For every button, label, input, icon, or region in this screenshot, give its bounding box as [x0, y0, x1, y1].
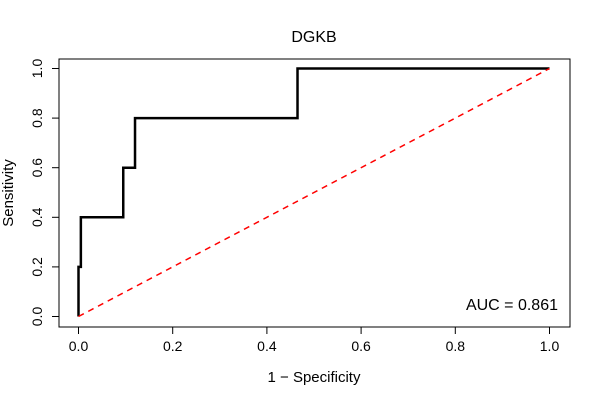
y-axis-title: Sensitivity: [0, 159, 17, 227]
x-tick-label: 0.6: [351, 338, 371, 354]
y-tick-label: 0.8: [29, 108, 45, 128]
y-tick-label: 0.2: [29, 257, 45, 277]
x-tick-label: 1.0: [540, 338, 560, 354]
chart-title: DGKB: [291, 29, 336, 46]
x-axis-title: 1 − Specificity: [268, 369, 361, 386]
auc-annotation: AUC = 0.861: [466, 297, 558, 314]
y-tick-label: 1.0: [29, 59, 45, 79]
y-tick-label: 0.6: [29, 158, 45, 178]
y-tick-label: 0.0: [29, 307, 45, 327]
x-tick-label: 0.2: [163, 338, 183, 354]
x-tick-label: 0.0: [69, 338, 89, 354]
x-axis: 0.0 0.2 0.4 0.6 0.8 1.0: [69, 326, 560, 354]
series-layer: [77, 67, 550, 318]
x-tick-label: 0.4: [257, 338, 277, 354]
reference-diagonal-line: [78, 67, 550, 318]
y-axis: 0.0 0.2 0.4 0.6 0.8 1.0: [29, 59, 60, 327]
x-tick-label: 0.8: [446, 338, 466, 354]
y-tick-label: 0.4: [29, 207, 45, 227]
roc-curve-line: [77, 67, 550, 317]
